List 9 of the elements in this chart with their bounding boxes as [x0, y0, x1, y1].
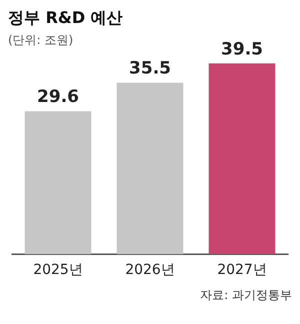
data-label: 39.5	[221, 39, 263, 60]
data-label: 35.5	[129, 58, 171, 79]
text: 자료: 과기정통부	[199, 287, 292, 304]
chart-subtitle: (단위: 조원)	[8, 33, 74, 47]
data-label: 29.6	[37, 87, 79, 108]
x-tick-label: 2027년	[217, 262, 267, 278]
x-tick-label: 2025년	[33, 262, 83, 278]
chart-title: 정부 R&D 예산	[8, 8, 124, 29]
x-tick-label: 2026년	[125, 262, 175, 278]
